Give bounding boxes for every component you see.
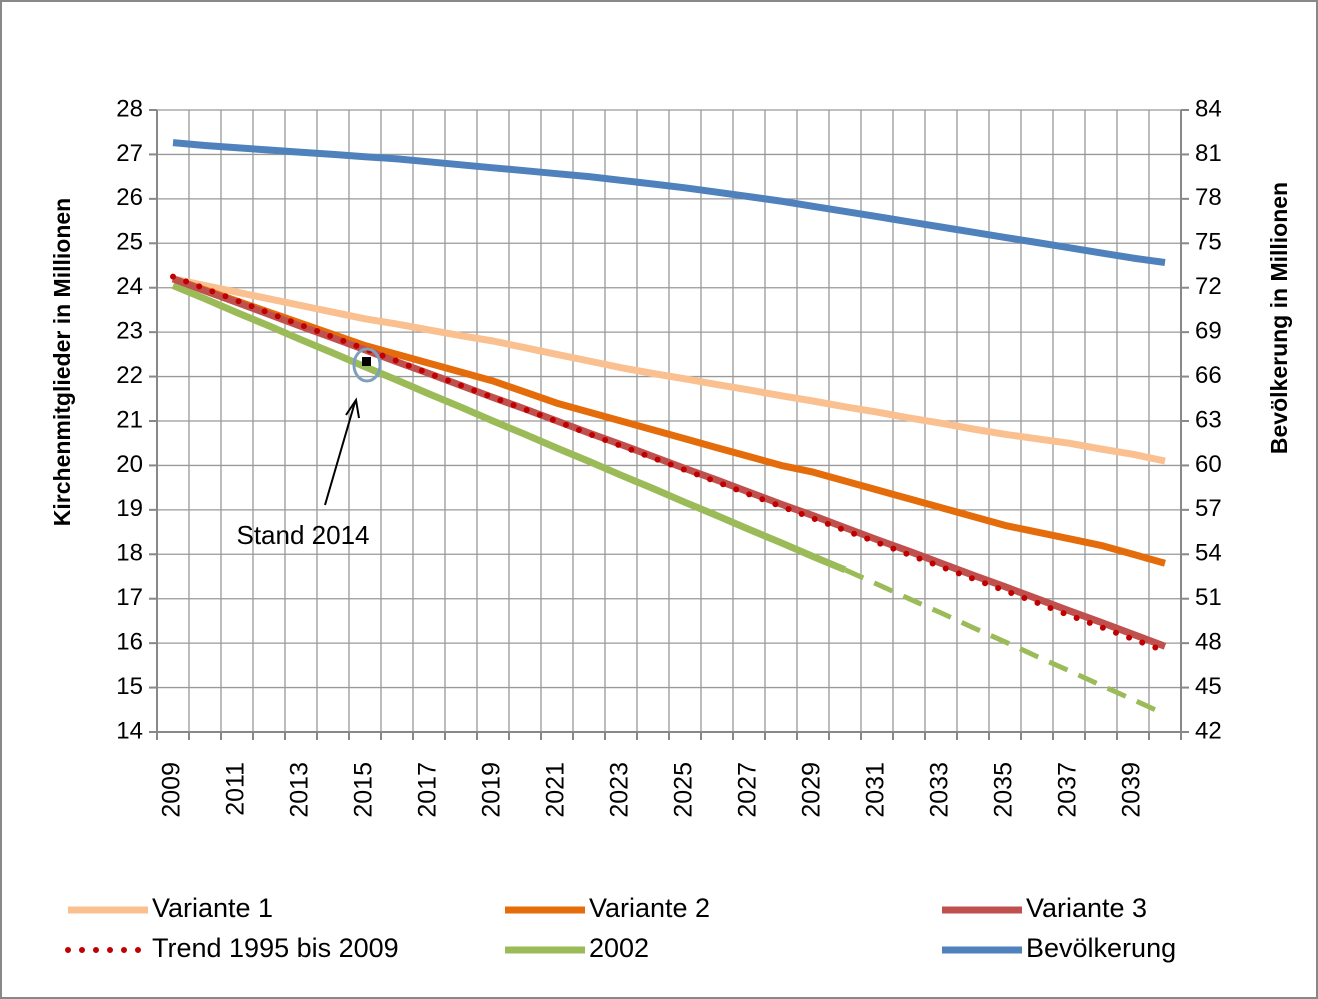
x-tick-label: 2015 [350,762,378,818]
y2-tick-label: 72 [1195,273,1222,300]
x-tick-label: 2033 [926,762,954,818]
y2-tick-label: 63 [1195,406,1222,433]
y-tick-label: 19 [116,495,143,522]
y2-tick-label: 84 [1195,95,1222,122]
marker-2014-dot [362,357,371,366]
y2-tick-label: 54 [1195,540,1222,567]
annotation: Stand 2014 [236,520,369,550]
x-tick-label: 2037 [1054,762,1082,818]
x-tick-label: 2013 [286,762,314,818]
series-line [171,282,847,574]
annotation-arrow [324,401,356,506]
y2-tick-label: 57 [1195,495,1222,522]
y-tick-label: 18 [116,540,143,567]
y-tick-label: 15 [116,673,143,700]
y2-tick-label: 42 [1195,717,1222,744]
x-tick-label: 2039 [1118,762,1146,818]
y-tick-label: 25 [116,229,143,256]
x-tick-label: 2025 [670,762,698,818]
series-line [172,139,1166,266]
x-tick-label: 2031 [862,762,890,818]
legend-label: Trend 1995 bis 2009 [152,933,399,963]
y-tick-label: 23 [116,317,143,344]
y2-tick-label: 66 [1195,362,1222,389]
y2-tick-label: 48 [1195,628,1222,655]
x-tick-label: 2021 [542,762,570,818]
x-tick-label: 2027 [734,762,762,818]
y-tick-label: 16 [116,628,143,655]
x-tick-label: 2017 [414,762,442,818]
y-tick-label: 28 [116,95,143,122]
x-tick-label: 2009 [158,762,186,818]
x-tick-label: 2019 [478,762,506,818]
series-line [170,273,1168,655]
legend-label: Variante 3 [1026,893,1147,923]
legend-label: Variante 1 [152,893,273,923]
x-tick-label: 2023 [606,762,634,818]
series-line [172,275,1166,465]
y2-tick-label: 69 [1195,317,1222,344]
marker-2014 [352,347,382,383]
x-tick-label: 2029 [798,762,826,818]
plot-lines [170,139,1168,717]
x-tick-label: 2035 [990,762,1018,818]
y-tick-label: 20 [116,451,143,478]
y-tick-label: 21 [116,406,143,433]
legend-label: 2002 [589,933,649,963]
legend-label: Variante 2 [589,893,710,923]
y-tick-label: 17 [116,584,143,611]
y-tick-label: 24 [116,273,143,300]
y2-tick-label: 45 [1195,673,1222,700]
y2-tick-label: 60 [1195,451,1222,478]
y-tick-label: 27 [116,140,143,167]
y-tick-label: 22 [116,362,143,389]
y-tick-label: 14 [116,717,143,744]
y2-tick-label: 78 [1195,184,1222,211]
x-tick-label: 2011 [222,762,250,816]
y-tick-label: 26 [116,184,143,211]
y2-tick-label: 81 [1195,140,1222,167]
annotation-arrowhead [345,397,360,419]
y-axis-title: Kirchenmitglieder in Millionen [49,198,75,526]
legend-label: Bevölkerung [1026,933,1176,963]
y2-tick-label: 51 [1195,584,1222,611]
y2-axis-title: Bevölkerung in Millionen [1266,182,1292,454]
projection-line [843,567,1167,717]
y2-tick-label: 75 [1195,229,1222,256]
